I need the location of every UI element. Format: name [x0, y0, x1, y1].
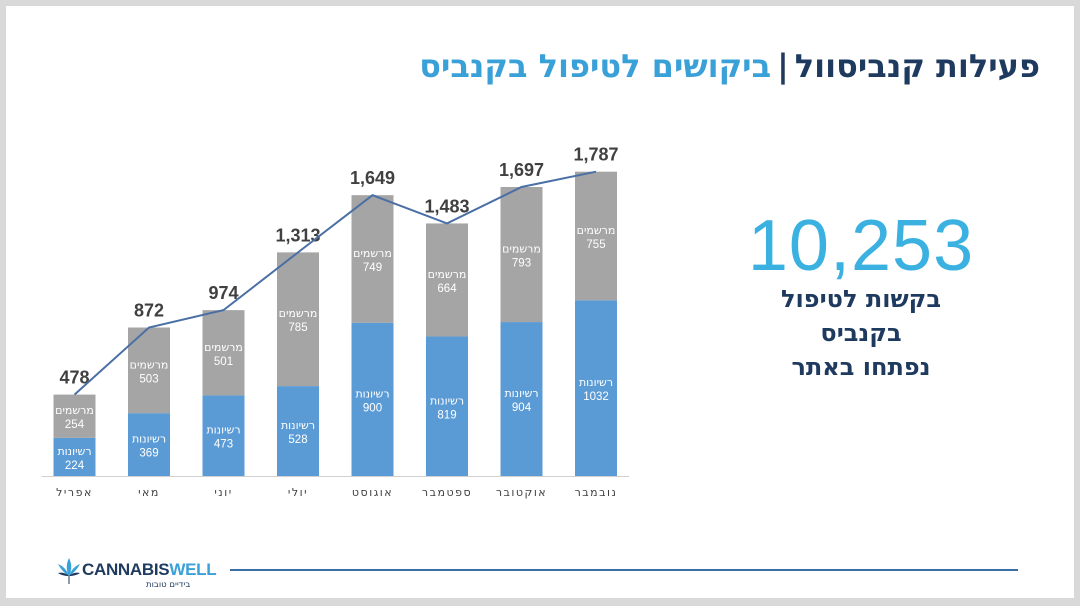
slide: פעילות קנביסוול|ביקושים לטיפול בקנביס 10…: [6, 6, 1074, 598]
bar-segment-prescribers: [575, 171, 617, 301]
logo: CANNABISWELL בידיים טובות: [56, 554, 231, 594]
x-tick-label: אפריל: [56, 486, 93, 499]
title-main: פעילות קנביסוול: [794, 47, 1040, 85]
total-value-label: 478: [59, 368, 89, 388]
summary-caption: בקשות לטיפול בקנביס נפתחו באתר: [736, 282, 986, 384]
segment-value-label: 501: [214, 356, 233, 368]
x-tick-label: נובמבר: [575, 486, 618, 499]
x-tick-label: אוגוסט: [352, 486, 393, 499]
segment-value-label: 819: [437, 409, 456, 421]
segment-value-label: 793: [512, 258, 531, 270]
bar-segment-licenses: [426, 336, 468, 476]
logo-word-cannabis: CANNABIS: [82, 560, 170, 579]
summary-caption-line: בקנביס: [820, 319, 902, 347]
x-tick-label: אוקטובר: [496, 486, 547, 499]
segment-series-label: רשיונות: [504, 387, 538, 400]
total-value-label: 974: [208, 283, 238, 303]
x-tick-label: יולי: [288, 486, 308, 499]
segment-value-label: 503: [139, 373, 158, 385]
segment-value-label: 664: [437, 283, 457, 295]
segment-series-label: רשיונות: [132, 433, 166, 446]
x-tick-label: ספטמבר: [422, 486, 472, 499]
bar-segment-prescribers: [53, 394, 96, 438]
stacked-bar-chart: רשיונות 224 מרשמים 254 478 אפריל רשיונות 369 מרש…: [41, 145, 629, 499]
logo-tagline: בידיים טובות: [146, 580, 191, 590]
segment-value-label: 369: [139, 448, 158, 460]
segment-value-label: 900: [363, 402, 382, 414]
summary-number: 10,253: [747, 206, 975, 286]
segment-series-label: מרשמים: [353, 247, 392, 260]
x-tick-label: מאי: [138, 486, 160, 499]
bar-segment-licenses: [351, 322, 394, 476]
summary-caption-line: בקשות לטיפול: [781, 285, 941, 313]
logo-wordmark: CANNABISWELL: [82, 560, 217, 580]
total-value-label: 872: [134, 300, 164, 320]
segment-series-label: רשיונות: [57, 445, 91, 458]
segment-value-label: 254: [65, 419, 85, 431]
bar-segment-licenses: [575, 300, 617, 476]
segment-value-label: 755: [586, 239, 605, 251]
segment-series-label: רשיונות: [355, 387, 389, 400]
bar-segment-licenses: [202, 395, 245, 476]
bar-segment-prescribers: [277, 252, 319, 387]
total-value-label: 1,649: [350, 168, 395, 188]
totals-series-line: [73, 170, 597, 396]
segment-value-label: 785: [288, 322, 307, 334]
total-value-label: 1,787: [573, 145, 618, 165]
total-value-label: 1,313: [275, 225, 320, 245]
segment-series-label: מרשמים: [577, 224, 616, 237]
segment-series-label: מרשמים: [55, 404, 94, 417]
segment-series-label: רשיונות: [281, 419, 315, 432]
bar-segment-licenses: [277, 386, 319, 476]
logo-word-well: WELL: [169, 560, 217, 579]
summary-caption-line: נפתחו באתר: [791, 353, 931, 381]
segment-value-label: 904: [512, 402, 532, 414]
bar-segment-prescribers: [500, 187, 543, 323]
segment-series-label: מרשמים: [502, 243, 541, 256]
slide-title: פעילות קנביסוול|ביקושים לטיפול בקנביס: [240, 44, 1040, 88]
x-tick-label: יוני: [214, 486, 232, 499]
total-value-label: 1,483: [424, 196, 469, 216]
cannabis-leaf-icon: [58, 558, 80, 584]
title-subtitle: ביקושים לטיפול בקנביס: [419, 47, 772, 85]
bar-segment-prescribers: [128, 327, 170, 414]
segment-series-label: רשיונות: [579, 376, 613, 389]
title-separator: |: [777, 47, 789, 85]
bar-segment-licenses: [500, 322, 543, 476]
segment-series-label: מרשמים: [279, 307, 318, 320]
segment-value-label: 528: [288, 434, 307, 446]
segment-series-label: מרשמים: [204, 341, 243, 354]
total-value-label: 1,697: [499, 160, 544, 180]
segment-value-label: 1032: [583, 391, 609, 403]
segment-series-label: רשיונות: [206, 424, 240, 437]
segment-series-label: מרשמים: [428, 268, 467, 281]
bar-segment-prescribers: [426, 223, 468, 337]
footer-divider: [230, 569, 1018, 571]
segment-value-label: 224: [65, 460, 85, 472]
segment-series-label: רשיונות: [430, 394, 464, 407]
segment-series-label: מרשמים: [130, 358, 169, 371]
segment-value-label: 749: [363, 262, 382, 274]
segment-value-label: 473: [214, 439, 233, 451]
bar-segment-prescribers: [202, 310, 245, 396]
bar-segment-licenses: [53, 437, 96, 476]
bar-segment-prescribers: [351, 195, 394, 323]
bar-segment-licenses: [128, 413, 170, 476]
